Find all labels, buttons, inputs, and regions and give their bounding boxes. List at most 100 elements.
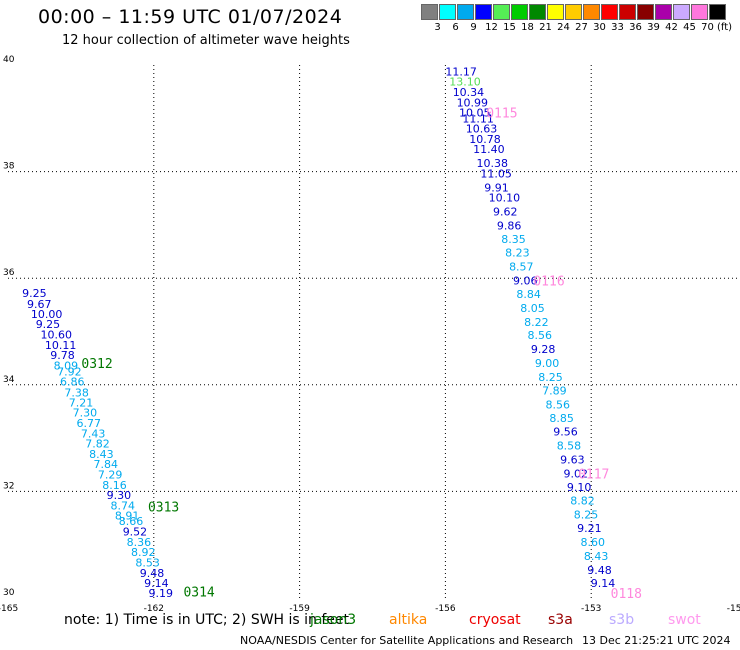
data-point-label: 8.23	[505, 247, 529, 260]
data-point-label: 8.16	[102, 479, 127, 492]
satellite-label: altika	[389, 612, 428, 628]
data-point-label: 9.86	[497, 219, 522, 232]
legend-label: 15	[503, 22, 516, 33]
data-point-label: 6.77	[77, 417, 102, 430]
data-point-label: 10.60	[41, 329, 72, 342]
data-point-label: 8.09	[54, 360, 79, 373]
data-point-label: 6.86	[60, 376, 85, 389]
data-point-label: 7.84	[94, 458, 119, 471]
y-tick-label: 38	[3, 162, 15, 172]
data-point-label: 8.82	[570, 494, 595, 507]
data-point-label: 8.53	[135, 556, 160, 569]
data-point-label: 10.78	[469, 133, 501, 146]
data-point-label: 9.48	[140, 567, 165, 580]
credit-line: NOAA/NESDIS Center for Satellite Applica…	[240, 634, 574, 647]
legend-swatch	[529, 4, 546, 20]
data-point-label: 9.02	[563, 467, 588, 480]
time-annotation: 0118	[611, 587, 642, 602]
data-point-label: 7.29	[98, 468, 123, 481]
satellite-label: swot	[668, 612, 701, 628]
y-tick-label: 36	[3, 268, 15, 278]
data-point-label: 9.56	[553, 426, 578, 439]
legend-label: 3	[434, 22, 441, 33]
legend-label: 33	[611, 22, 624, 33]
x-tick-label: -165	[0, 604, 18, 614]
data-point-label: 9.30	[107, 489, 131, 502]
chart-title: 00:00 – 11:59 UTC 01/07/2024	[38, 6, 343, 28]
satellite-label: s3a	[548, 612, 573, 628]
x-tick-label: -162	[144, 604, 164, 614]
data-point-label: 8.60	[581, 536, 606, 549]
data-point-label: 8.84	[516, 288, 541, 301]
legend-swatch	[709, 4, 726, 20]
legend-label: 70	[701, 22, 714, 33]
satellite-label: s3b	[609, 612, 635, 628]
data-point-label: 8.58	[557, 440, 582, 453]
x-tick-label: -153	[581, 604, 601, 614]
chart-subtitle: 12 hour collection of altimeter wave hei…	[62, 33, 350, 48]
legend-swatch	[475, 4, 492, 20]
legend-label: 42	[665, 22, 678, 33]
satellite-label: cryosat	[469, 612, 521, 628]
data-point-label: 8.57	[509, 260, 534, 273]
data-point-label: 8.66	[119, 515, 144, 528]
legend-swatch	[457, 4, 474, 20]
data-point-label: 9.00	[535, 357, 560, 370]
data-point-label: 8.36	[127, 536, 152, 549]
data-point-label: 10.00	[31, 308, 63, 321]
y-tick-label: 34	[3, 375, 15, 385]
y-tick-label: 32	[3, 481, 14, 491]
data-point-label: 9.52	[123, 525, 148, 538]
legend-swatch	[673, 4, 690, 20]
y-tick-label: 40	[3, 55, 15, 65]
data-point-label: 8.74	[111, 499, 135, 512]
legend-swatch	[565, 4, 582, 20]
data-point-label: 8.25	[574, 508, 599, 521]
legend-label: 24	[557, 22, 570, 33]
generation-timestamp: 13 Dec 21:25:21 UTC 2024	[582, 634, 731, 647]
data-point-label: 9.25	[36, 318, 61, 331]
data-point-label: 9.67	[27, 298, 52, 311]
data-point-label: 10.11	[45, 339, 77, 352]
data-point-label: 8.56	[546, 399, 571, 412]
data-point-label: 9.25	[22, 287, 47, 300]
data-point-label: 9.91	[484, 182, 509, 195]
data-point-label: 7.82	[85, 437, 110, 450]
data-point-label: 11.11	[462, 112, 494, 125]
data-point-label: 9.19	[148, 587, 173, 600]
legend-swatch	[439, 4, 456, 20]
data-point-label: 7.92	[57, 365, 82, 378]
legend-swatch	[547, 4, 564, 20]
legend-label: 30	[593, 22, 606, 33]
data-point-label: 10.10	[489, 192, 521, 205]
data-point-label: 10.34	[453, 86, 485, 99]
data-point-label: 9.28	[531, 343, 556, 356]
legend-swatch	[583, 4, 600, 20]
data-point-label: 9.06	[513, 274, 538, 287]
data-point-label: 9.14	[591, 577, 616, 590]
legend-units: (ft)	[717, 22, 733, 33]
data-point-label: 8.22	[524, 316, 549, 329]
legend-swatch	[637, 4, 654, 20]
data-point-label: 8.43	[89, 448, 114, 461]
time-annotation: 0117	[578, 467, 609, 482]
footer-note: note: 1) Time is in UTC; 2) SWH is in fe…	[64, 612, 350, 628]
legend-swatch	[691, 4, 708, 20]
data-point-label: 9.62	[493, 206, 518, 219]
data-point-label: 8.05	[520, 302, 545, 315]
data-point-label: 9.48	[587, 564, 612, 577]
legend-label: 45	[683, 22, 696, 33]
legend-swatch	[601, 4, 618, 20]
data-point-label: 7.89	[542, 385, 567, 398]
time-annotation: 0312	[81, 357, 112, 372]
data-point-label: 8.85	[549, 412, 574, 425]
legend-label: 27	[575, 22, 588, 33]
data-point-label: 8.56	[528, 329, 553, 342]
x-tick-label: -159	[289, 604, 310, 614]
data-point-label: 9.10	[567, 481, 592, 494]
data-point-label: 7.43	[81, 427, 106, 440]
time-annotation: 0116	[533, 274, 564, 289]
legend-label: 9	[470, 22, 477, 33]
legend-label: 36	[629, 22, 642, 33]
